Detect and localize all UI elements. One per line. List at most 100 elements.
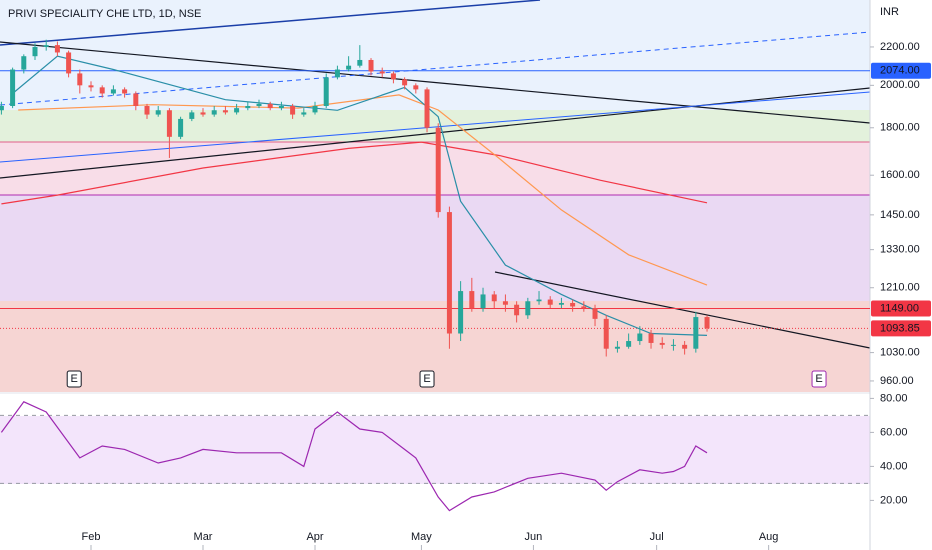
price-tag-label: 2074.00 — [880, 65, 920, 77]
y-tick-label: 1030.00 — [880, 347, 920, 359]
candle-body — [99, 87, 105, 94]
x-tick-label: May — [411, 531, 432, 543]
earnings-label: E — [815, 373, 822, 385]
candle-body — [626, 341, 632, 347]
zone — [0, 195, 870, 301]
candle-body — [402, 79, 408, 86]
candle-body — [110, 89, 116, 94]
candle-body — [558, 302, 564, 305]
candle-body — [10, 69, 16, 106]
candle-body — [178, 118, 184, 137]
candle-body — [659, 342, 665, 345]
rsi-tick-label: 60.00 — [880, 426, 908, 438]
candle-body — [0, 105, 4, 111]
candle-body — [256, 103, 262, 106]
candle-body — [368, 59, 374, 72]
candle-body — [480, 294, 486, 309]
candle-body — [693, 317, 699, 349]
zone — [0, 142, 870, 195]
chart-title: PRIVI SPECIALITY CHE LTD, 1D, NSE — [8, 8, 201, 20]
y-tick-label: 1800.00 — [880, 122, 920, 134]
candle-body — [458, 291, 464, 334]
candle-body — [469, 291, 475, 309]
earnings-marker — [66, 370, 82, 388]
trendline — [0, 41, 871, 124]
candle-body — [491, 294, 497, 302]
candle-body — [77, 73, 83, 86]
candle-body — [66, 52, 72, 74]
candle-body — [502, 301, 508, 305]
moving-average — [18, 94, 708, 286]
candle-body — [648, 333, 654, 343]
y-tick-label: 960.00 — [880, 375, 914, 387]
candle-body — [32, 46, 38, 57]
earnings-label: E — [71, 373, 78, 385]
y-tick-label: 1330.00 — [880, 244, 920, 256]
x-tick-label: Jul — [650, 531, 664, 543]
candle-body — [603, 318, 609, 349]
candle-body — [245, 105, 251, 109]
price-tag-label: 1093.85 — [880, 322, 920, 334]
candle-body — [133, 93, 139, 106]
candle-body — [323, 77, 329, 106]
candle-body — [200, 112, 206, 115]
candle-body — [88, 85, 94, 88]
candle-body — [21, 56, 27, 70]
y-tick-label: 1450.00 — [880, 209, 920, 221]
trendline — [0, 31, 871, 106]
price-axis — [870, 0, 932, 550]
x-tick-label: Jun — [525, 531, 543, 543]
x-tick-label: Aug — [759, 531, 779, 543]
rsi-tick-label: 80.00 — [880, 392, 908, 404]
earnings-marker — [811, 370, 827, 388]
candle-body — [278, 105, 284, 109]
rsi-tick-label: 20.00 — [880, 494, 908, 506]
x-tick-label: Apr — [306, 531, 323, 543]
candle-body — [379, 71, 385, 74]
y-tick-label: 1210.00 — [880, 282, 920, 294]
candle-body — [413, 85, 419, 90]
x-tick-label: Feb — [82, 531, 101, 543]
x-tick-label: Mar — [194, 531, 213, 543]
candle-body — [670, 344, 676, 346]
y-tick-label: 2000.00 — [880, 79, 920, 91]
candle-body — [211, 110, 217, 115]
candle-body — [424, 89, 430, 128]
candle-body — [312, 105, 318, 113]
candle-body — [155, 110, 161, 115]
candle-body — [301, 112, 307, 115]
zone — [0, 110, 870, 142]
candle-body — [54, 45, 60, 53]
rsi-band — [0, 416, 870, 484]
candle-body — [122, 89, 128, 94]
candle-body — [390, 73, 396, 80]
candle-body — [637, 333, 643, 342]
candle-body — [144, 105, 150, 115]
moving-average — [1, 141, 708, 205]
candle-body — [346, 65, 352, 70]
earnings-label: E — [423, 373, 430, 385]
currency: INR — [880, 6, 899, 18]
plot: Feb Mar Apr May Jun Jul Aug E E E — [0, 39, 874, 550]
candle-body — [614, 346, 620, 349]
candle-body — [43, 45, 49, 47]
candle-body — [704, 317, 710, 329]
price-tag — [871, 320, 931, 337]
price-tag — [871, 300, 931, 317]
candle-body — [446, 212, 452, 334]
zones — [0, 0, 870, 392]
y-tick-label: 1600.00 — [880, 169, 920, 181]
y-tick-label: 2200.00 — [880, 41, 920, 53]
candle-body — [357, 59, 363, 66]
candle-body — [290, 105, 296, 115]
trendlines — [0, 0, 871, 349]
candle-body — [267, 103, 273, 109]
zone — [0, 301, 870, 392]
rsi-line — [0, 401, 708, 512]
rsi-tick-label: 40.00 — [880, 460, 908, 472]
earnings-marker — [419, 370, 435, 388]
price-tag — [871, 62, 931, 79]
candle-body — [222, 110, 228, 113]
candle-body — [536, 299, 542, 302]
